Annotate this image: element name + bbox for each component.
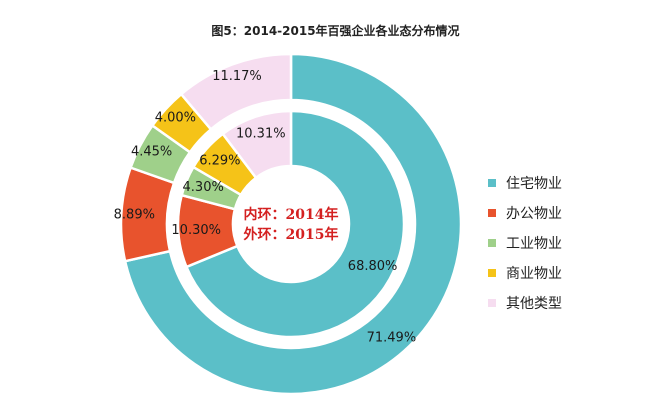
slice-label-inner-0: 68.80% <box>348 259 398 274</box>
legend-label: 办公物业 <box>506 206 562 222</box>
center-note-line-0: 内环：2014年 <box>244 206 339 223</box>
chart-title: 图5：2014-2015年百强企业各业态分布情况 <box>211 24 460 38</box>
slice-inner-4 <box>221 109 293 180</box>
slice-label-inner-3: 6.29% <box>199 154 240 169</box>
legend: 住宅物业办公物业工业物业商业物业其他类型 <box>488 168 562 318</box>
slice-label-outer-0: 71.49% <box>367 331 417 346</box>
legend-label: 住宅物业 <box>506 176 562 192</box>
slice-inner-0 <box>184 109 406 339</box>
legend-item-4: 其他类型 <box>488 288 562 318</box>
slice-label-outer-3: 4.00% <box>155 110 196 125</box>
legend-label: 其他类型 <box>506 296 562 312</box>
center-note-line-1: 外环：2015年 <box>244 226 339 243</box>
slice-outer-4 <box>179 52 293 132</box>
slice-label-outer-1: 8.89% <box>114 207 155 222</box>
slice-outer-0 <box>123 52 463 396</box>
legend-swatch <box>488 239 496 247</box>
slice-label-outer-4: 11.17% <box>212 69 262 84</box>
legend-item-1: 办公物业 <box>488 198 562 228</box>
slice-label-inner-1: 10.30% <box>171 223 221 238</box>
legend-swatch <box>488 269 496 277</box>
legend-swatch <box>488 179 496 187</box>
legend-swatch <box>488 209 496 217</box>
slice-label-outer-2: 4.45% <box>131 144 172 159</box>
legend-item-0: 住宅物业 <box>488 168 562 198</box>
legend-item-3: 商业物业 <box>488 258 562 288</box>
legend-item-2: 工业物业 <box>488 228 562 258</box>
slice-label-inner-2: 4.30% <box>183 180 224 195</box>
legend-label: 工业物业 <box>506 236 562 252</box>
slice-label-inner-4: 10.31% <box>236 126 286 141</box>
legend-label: 商业物业 <box>506 266 562 282</box>
legend-swatch <box>488 299 496 307</box>
